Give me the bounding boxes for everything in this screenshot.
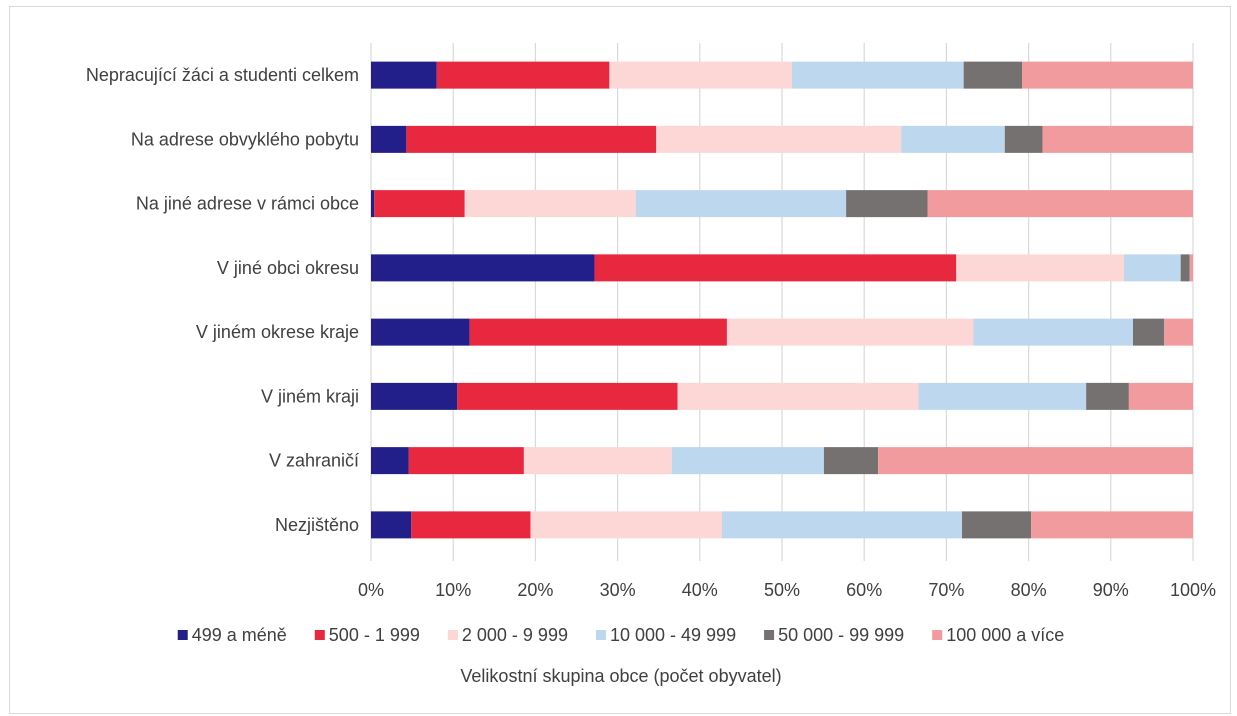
bar-segment	[901, 125, 1005, 153]
bar-segment	[973, 318, 1133, 346]
bar-segment	[436, 61, 610, 89]
bar-segment	[791, 61, 964, 89]
x-axis-title: Velikostní skupina obce (počet obyvatel)	[460, 666, 781, 686]
bar-segment	[656, 125, 902, 153]
bar-segment	[721, 511, 963, 539]
bar-segment	[1189, 254, 1193, 282]
bar-segment	[464, 190, 636, 218]
chart-frame: Nepracující žáci a studenti celkem Na adr…	[9, 6, 1231, 714]
legend-swatch	[764, 630, 775, 640]
x-tick-label: 40%	[682, 580, 718, 600]
bar-segment	[677, 382, 919, 410]
x-tick-label: 50%	[764, 580, 800, 600]
legend-swatch	[447, 630, 458, 640]
bar-segment	[1022, 61, 1193, 89]
legend-label: 50 000 - 99 999	[778, 625, 904, 645]
bar-segment	[962, 511, 1032, 539]
x-tick-label: 70%	[928, 580, 964, 600]
legend: 499 a méně 500 - 1 999 2 000 - 9 999 10 000…	[177, 625, 1064, 645]
bar-segment	[408, 447, 524, 475]
bar-segment	[1042, 125, 1193, 153]
bar-segment	[1180, 254, 1190, 282]
bar-segment	[1123, 254, 1181, 282]
category-label: V zahraničí	[269, 451, 359, 471]
bars	[371, 61, 1193, 539]
bar-segment	[963, 61, 1023, 89]
bar-segment	[1004, 125, 1043, 153]
category-label: Na jiné adrese v rámci obce	[136, 194, 359, 214]
bar-segment	[635, 190, 847, 218]
legend-label: 499 a méně	[192, 625, 287, 645]
bar-segment	[371, 511, 412, 539]
bar-segment	[371, 318, 470, 346]
legend-swatch	[932, 630, 943, 640]
bar-segment	[371, 382, 458, 410]
x-tick-label: 30%	[600, 580, 636, 600]
bar-segment	[671, 447, 824, 475]
x-tick-label: 80%	[1011, 580, 1047, 600]
bar-segment	[469, 318, 727, 346]
bar-segment	[609, 61, 792, 89]
bar-segment	[918, 382, 1087, 410]
bar-segment	[374, 190, 465, 218]
bar-segment	[1164, 318, 1193, 346]
gridlines	[370, 43, 1194, 561]
bar-segment	[530, 511, 722, 539]
bar-segment	[457, 382, 678, 410]
legend-label: 500 - 1 999	[329, 625, 420, 645]
x-tick-label: 100%	[1170, 580, 1216, 600]
category-labels: Nepracující žáci a studenti celkem Na adr…	[86, 65, 359, 535]
legend-label: 100 000 a více	[946, 625, 1064, 645]
x-tick-label: 0%	[358, 580, 384, 600]
bar-segment	[371, 61, 437, 89]
bar-segment	[846, 190, 928, 218]
bar-segment	[1086, 382, 1129, 410]
bar-segment	[371, 125, 407, 153]
stacked-bar-chart: Nepracující žáci a studenti celkem Na adr…	[86, 43, 1216, 686]
legend-label: 10 000 - 49 999	[610, 625, 736, 645]
category-label: V jiné obci okresu	[217, 258, 359, 278]
bar-segment	[523, 447, 672, 475]
bar-segment	[371, 190, 375, 218]
bar-segment	[1128, 382, 1193, 410]
legend-swatch	[595, 630, 606, 640]
legend-label: 2 000 - 9 999	[462, 625, 568, 645]
category-label: Nezjištěno	[275, 515, 359, 535]
x-tick-labels: 0% 10% 20% 30% 40% 50% 60% 70% 80% 90% 100%	[358, 580, 1216, 600]
category-label: V jiném kraji	[261, 386, 359, 406]
bar-segment	[956, 254, 1124, 282]
x-tick-label: 10%	[435, 580, 471, 600]
bar-segment	[371, 447, 409, 475]
bar-segment	[927, 190, 1193, 218]
x-tick-label: 90%	[1093, 580, 1129, 600]
bar-segment	[878, 447, 1193, 475]
bar-segment	[823, 447, 879, 475]
bar-segment	[594, 254, 957, 282]
category-label: Nepracující žáci a studenti celkem	[86, 65, 359, 85]
legend-swatch	[314, 630, 325, 640]
category-label: V jiném okrese kraje	[196, 322, 359, 342]
x-tick-label: 20%	[517, 580, 553, 600]
legend-swatch	[177, 630, 188, 640]
bar-segment	[411, 511, 531, 539]
category-label: Na adrese obvyklého pobytu	[131, 129, 359, 149]
bar-segment	[1132, 318, 1165, 346]
bar-segment	[726, 318, 974, 346]
bar-segment	[371, 254, 595, 282]
x-tick-label: 60%	[846, 580, 882, 600]
bar-segment	[1031, 511, 1193, 539]
bar-segment	[406, 125, 657, 153]
